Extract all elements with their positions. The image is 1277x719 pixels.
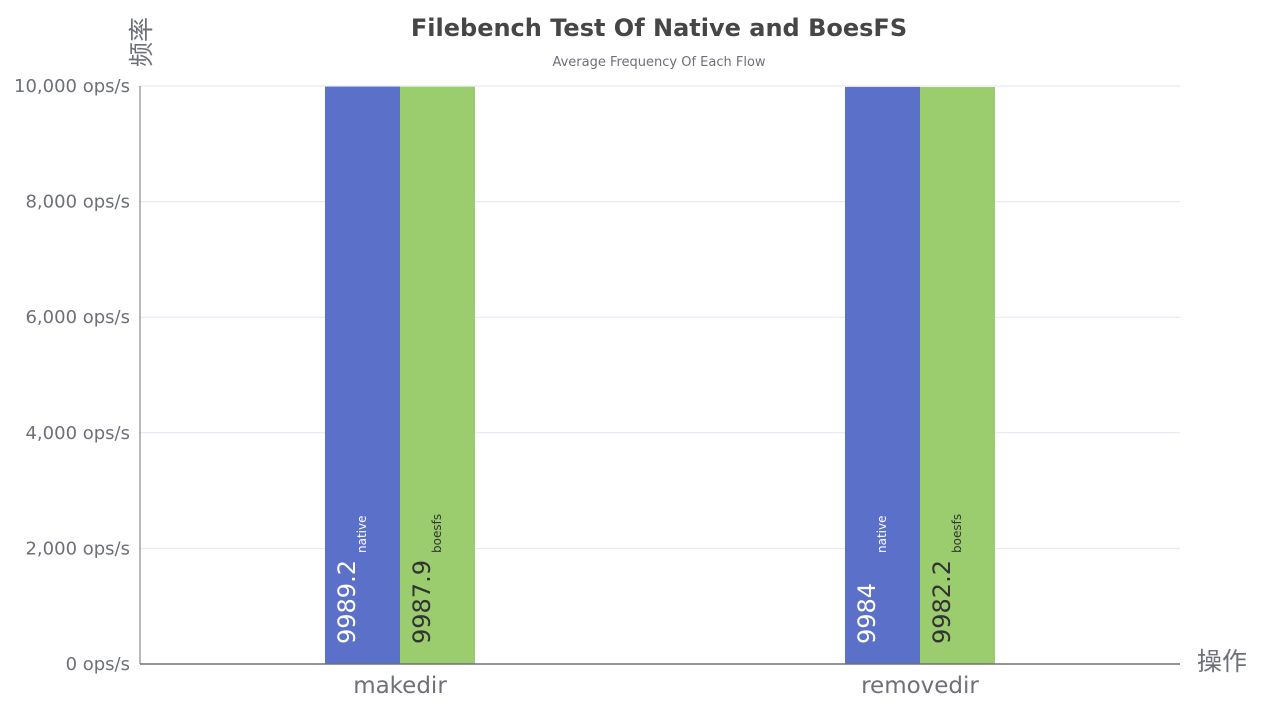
x-tick-label: makedir <box>353 673 447 699</box>
y-tick-label: 10,000 ops/s <box>14 76 130 97</box>
y-axis-name: 频率 <box>127 17 156 67</box>
data-label: 9984 <box>853 583 881 644</box>
chart-subtitle: Average Frequency Of Each Flow <box>552 55 765 70</box>
data-label: 9989.2 <box>333 560 361 644</box>
y-axis-ticks: 0 ops/s 2,000 ops/s 4,000 ops/s 6,000 ops/s… <box>14 76 130 675</box>
x-tick-label: removedir <box>861 673 979 699</box>
x-axis-categories: makedir removedir <box>353 673 979 699</box>
y-tick-label: 0 ops/s <box>66 654 130 675</box>
bar-native-removedir <box>845 86 920 664</box>
y-tick-label: 6,000 ops/s <box>25 307 130 328</box>
data-label: 9982.2 <box>928 560 956 644</box>
y-tick-label: 4,000 ops/s <box>25 423 130 444</box>
series-label: native <box>355 516 369 553</box>
x-axis-name: 操作 <box>1197 647 1247 676</box>
bar-native-makedir <box>325 86 400 664</box>
grid-lines <box>140 85 1180 549</box>
series-label: boesfs <box>430 514 444 553</box>
series-label: boesfs <box>950 514 964 553</box>
data-label: 9987.9 <box>408 560 436 644</box>
bar-labels: 9989.2 native 9987.9 boesfs 9984 native 9982.2… <box>333 514 964 644</box>
bar-boesfs-makedir <box>400 86 475 664</box>
y-tick-label: 2,000 ops/s <box>25 538 130 559</box>
y-tick-label: 8,000 ops/s <box>25 192 130 213</box>
chart-title: Filebench Test Of Native and BoesFS <box>411 14 907 42</box>
bars <box>325 86 995 665</box>
series-label: native <box>875 516 889 553</box>
bar-boesfs-removedir <box>920 87 995 665</box>
